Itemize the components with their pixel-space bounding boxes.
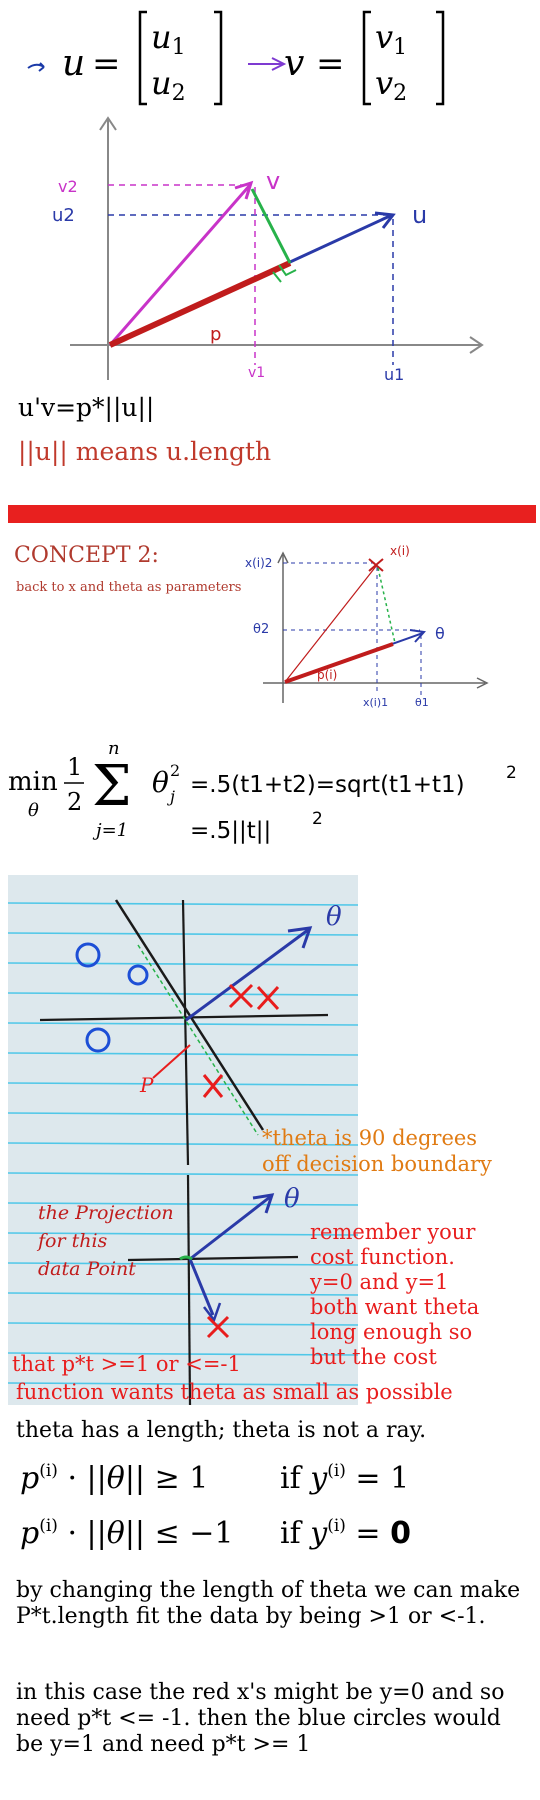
note-red-6: but the cost [310, 1345, 437, 1369]
x-point-label: x(i) [390, 544, 410, 558]
ineq1-left: p(i) · ||θ|| ≥ 1 [20, 1461, 208, 1496]
note-red: remember your cost function. y=0 and y=1… [310, 1220, 479, 1370]
theta-term: θ [152, 766, 169, 799]
rhs-line-1-sup: 2 [506, 763, 517, 783]
u1-component: u1 [151, 18, 186, 60]
equals-sign-v: = [316, 44, 345, 84]
v2-component: v2 [375, 64, 407, 106]
theta-label-bottom: θ [284, 1184, 300, 1214]
u2-component: u2 [151, 64, 186, 106]
inner-product-note: u'v=p*||u|| [18, 393, 155, 422]
sum-symbol: Σ [92, 754, 132, 819]
note-bottom-2: function wants theta as small as possibl… [16, 1380, 453, 1404]
x1-axis-label: x(i)1 [363, 696, 388, 709]
ineq2-left: p(i) · ||θ|| ≤ −1 [20, 1516, 233, 1551]
projection-note-2: for this [36, 1230, 108, 1252]
sum-upper: n [108, 738, 120, 759]
note-orange-1: *theta is 90 degrees [262, 1126, 478, 1150]
p-label-notebook: P [139, 1073, 154, 1097]
theta-length-note: theta has a length; theta is not a ray. [16, 1418, 427, 1443]
fraction-denominator: 2 [67, 788, 82, 816]
theta1-axis-label: θ1 [415, 696, 429, 709]
projection-diagram-svg: v2 u2 v u p v1 u1 [52, 116, 484, 384]
paragraph-1: by changing the length of theta we can m… [16, 1578, 521, 1629]
paragraph-2: in this case the red x's might be y=0 an… [16, 1680, 505, 1757]
equals-sign-u: = [92, 44, 121, 84]
note-orange: *theta is 90 degrees off decision bounda… [262, 1125, 492, 1177]
note-red-1: remember your [310, 1220, 476, 1244]
note-red-4: both want theta [310, 1295, 480, 1319]
cost-equation-svg: min θ 1 2 n Σ j=1 θ j 2 =.5(t1+t2)=sqrt(… [8, 738, 517, 844]
cost-equation: min θ 1 2 n Σ j=1 θ j 2 =.5(t1+t2)=sqrt(… [0, 730, 540, 855]
u-symbol: u [62, 43, 85, 84]
section-divider [8, 505, 536, 523]
p-projection-label-2: p(i) [317, 668, 337, 682]
rhs-line-2: =.5||t|| [190, 818, 271, 844]
v-symbol: v [284, 43, 304, 84]
length-note: ||u|| means u.length [18, 437, 272, 466]
projection-note-3: data Point [38, 1258, 136, 1280]
u-vector-label: u [412, 201, 427, 229]
concept-subtitle: back to x and theta as parameters [16, 580, 242, 595]
ineq1-right: if y(i) = 1 [280, 1461, 409, 1496]
v-vector-label: v [266, 167, 280, 195]
theta-label-top: θ [326, 902, 342, 932]
inequalities-svg: p(i) · ||θ|| ≥ 1 if y(i) = 1 p(i) · ||θ|… [20, 1461, 411, 1551]
sum-lower: j=1 [92, 820, 128, 841]
v1-axis-label: v1 [248, 365, 265, 381]
rhs-line-2-sup: 2 [312, 809, 323, 829]
projection-note-1: the Projection [38, 1202, 174, 1224]
v1-component: v1 [375, 18, 407, 60]
u2-axis-label: u2 [52, 205, 75, 226]
fraction-numerator: 1 [67, 753, 82, 781]
min-subscript: θ [28, 800, 39, 821]
note-red-5: long enough so [310, 1320, 473, 1344]
u1-axis-label: u1 [384, 365, 404, 384]
concept-title: CONCEPT 2: [14, 543, 159, 568]
x2-axis-label: x(i)2 [245, 556, 272, 570]
note-red-2: cost function. [310, 1245, 455, 1269]
rhs-line-1: =.5(t1+t2)=sqrt(t1+t1) [190, 772, 465, 798]
concept-diagram: x(i)2 x(i) θ2 θ p(i) x(i)1 θ1 [245, 535, 535, 710]
min-operator: min [8, 767, 58, 797]
notebook-photo-svg: θ P θ the Projection for this data Point [8, 875, 358, 1405]
vector-definitions-svg: u = u1 u2 v = v1 v2 [27, 10, 445, 106]
note-orange-2: off decision boundary [262, 1152, 492, 1176]
inequalities: p(i) · ||θ|| ≥ 1 if y(i) = 1 p(i) · ||θ|… [0, 1448, 540, 1558]
concept-diagram-svg: x(i)2 x(i) θ2 θ p(i) x(i)1 θ1 [245, 544, 489, 709]
theta-term-sup: 2 [170, 761, 180, 780]
v2-axis-label: v2 [58, 177, 78, 196]
theta-term-sub: j [167, 787, 175, 806]
p-projection-label: p [210, 324, 221, 345]
vector-definitions: u = u1 u2 v = v1 v2 [0, 0, 540, 115]
ineq2-right: if y(i) = 0 [280, 1516, 411, 1551]
notebook-photo: θ P θ the Projection for this data Point [8, 875, 358, 1405]
theta-vector-label: θ [435, 624, 445, 643]
projection-diagram: v2 u2 v u p v1 u1 [0, 115, 540, 390]
note-red-3: y=0 and y=1 [310, 1270, 449, 1294]
note-bottom-1: that p*t >=1 or <=-1 [12, 1352, 241, 1376]
theta2-axis-label: θ2 [253, 622, 269, 637]
